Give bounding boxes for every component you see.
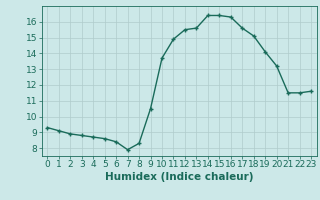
X-axis label: Humidex (Indice chaleur): Humidex (Indice chaleur)	[105, 172, 253, 182]
